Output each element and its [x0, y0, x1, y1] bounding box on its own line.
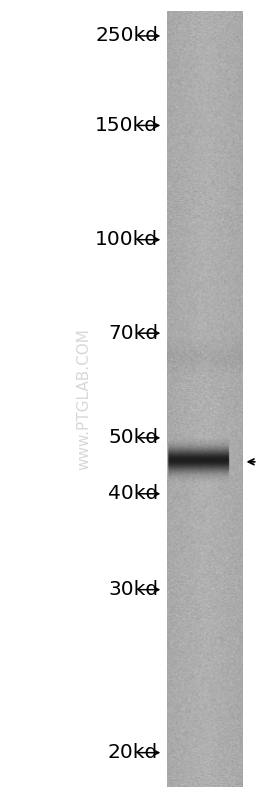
Text: 20kd: 20kd	[108, 743, 158, 762]
Text: 70kd: 70kd	[108, 324, 158, 343]
Text: 40kd: 40kd	[108, 484, 158, 503]
Text: www.PTGLAB.COM: www.PTGLAB.COM	[76, 328, 92, 471]
Text: 250kd: 250kd	[95, 26, 158, 46]
Text: 100kd: 100kd	[95, 230, 158, 249]
Text: 50kd: 50kd	[108, 428, 158, 447]
Text: 30kd: 30kd	[108, 580, 158, 599]
Text: 150kd: 150kd	[95, 116, 158, 135]
